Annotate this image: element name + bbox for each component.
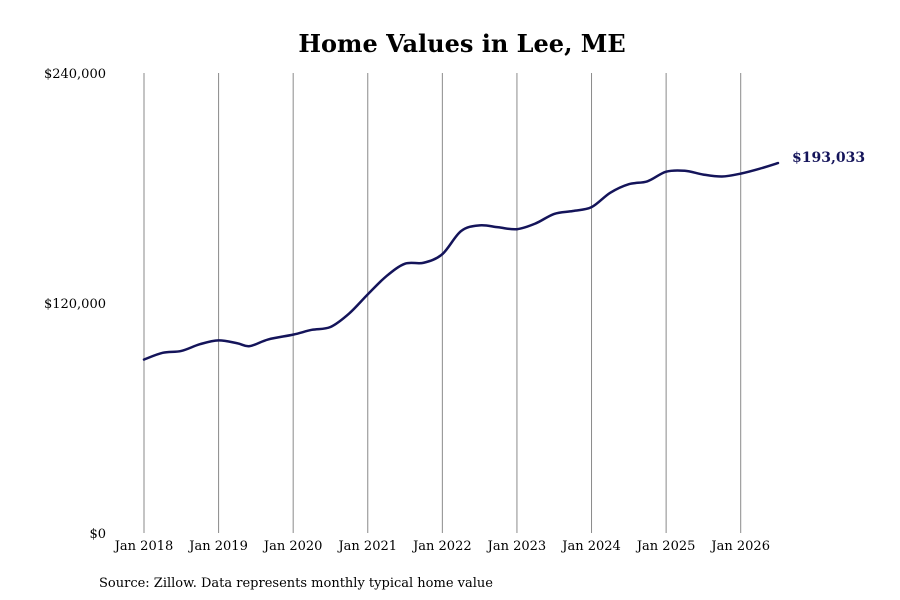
x-axis-ticks: Jan 2018 Jan 2019 Jan 2020 Jan 2021 Jan 2022… xyxy=(113,539,770,554)
x-tick-label: Jan 2026 xyxy=(709,539,770,554)
x-tick-label: Jan 2018 xyxy=(113,539,174,554)
gridlines xyxy=(143,73,742,533)
source-note: Source: Zillow. Data represents monthly … xyxy=(99,576,493,591)
x-tick-label: Jan 2020 xyxy=(262,539,323,554)
x-tick-label: Jan 2023 xyxy=(486,539,547,554)
end-value-label: $193,033 xyxy=(792,150,865,166)
y-tick-label: $0 xyxy=(89,527,106,542)
y-axis-ticks: $0 $120,000 $240,000 xyxy=(44,67,106,542)
x-tick-label: Jan 2021 xyxy=(336,539,397,554)
chart-title: Home Values in Lee, ME xyxy=(298,29,625,58)
x-tick-label: Jan 2022 xyxy=(411,539,472,554)
series-layer: $193,033 xyxy=(142,150,865,361)
y-tick-label: $240,000 xyxy=(44,67,106,82)
x-tick-label: Jan 2024 xyxy=(560,539,621,554)
series-line-0 xyxy=(142,161,780,361)
y-tick-label: $120,000 xyxy=(44,297,106,312)
x-tick-label: Jan 2025 xyxy=(635,539,696,554)
x-tick-label: Jan 2019 xyxy=(187,539,248,554)
